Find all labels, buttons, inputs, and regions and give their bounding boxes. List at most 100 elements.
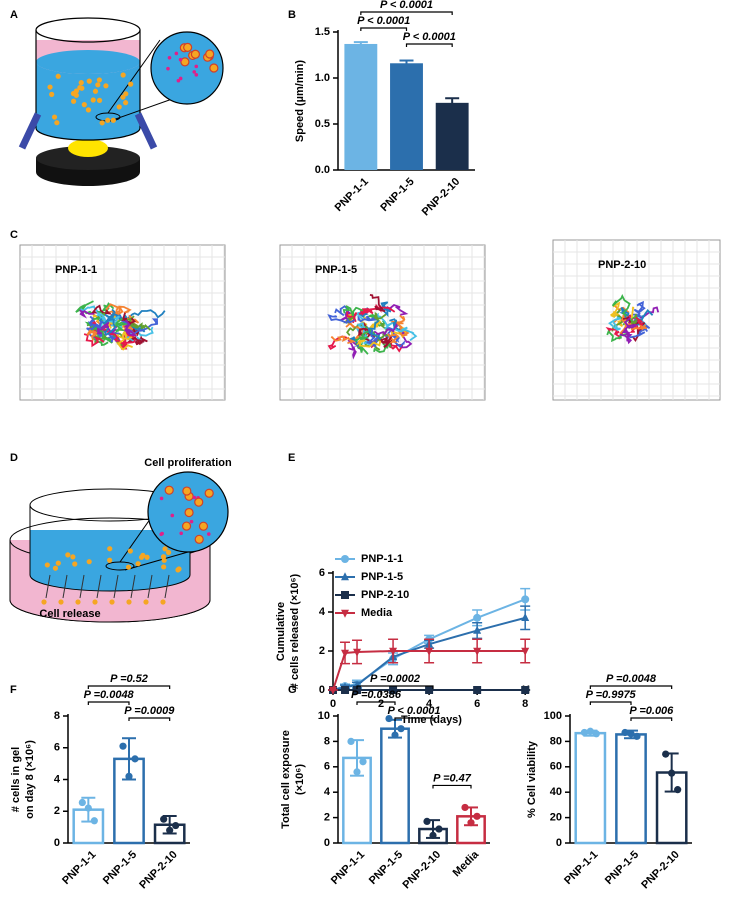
x-tick-label: PNP-1-5 (378, 176, 416, 214)
particle (170, 513, 175, 518)
data-point (119, 742, 127, 750)
y-tick-label: 0.0 (315, 164, 330, 176)
data-point (461, 803, 469, 812)
y-tick-label: 2 (324, 812, 330, 824)
release-arrow (96, 574, 102, 599)
trajectory (131, 336, 148, 346)
data-point (621, 728, 629, 737)
cell (175, 567, 181, 573)
cell (126, 599, 132, 605)
data-point (172, 821, 180, 830)
cell-dots (41, 485, 214, 605)
data-point (662, 750, 670, 758)
p-value: P =0.006 (629, 705, 674, 717)
bar (342, 756, 372, 845)
x-tick-label: 4 (426, 698, 433, 710)
data-point (391, 731, 399, 739)
cell (194, 534, 204, 544)
bar (380, 727, 410, 845)
cell (96, 97, 103, 103)
marker (341, 686, 350, 694)
particle (159, 496, 164, 501)
marker (341, 555, 349, 563)
x-tick-label: 6 (474, 698, 480, 710)
p-value: P < 0.0001 (380, 0, 433, 11)
data-point (131, 755, 139, 763)
x-tick-label: PNP-1-1 (329, 849, 367, 887)
particle (176, 78, 181, 83)
release-arrow (45, 574, 51, 599)
data-point (423, 817, 431, 826)
panel-label: C (10, 229, 18, 241)
trajectory (114, 317, 129, 333)
well-illustration: Cell proliferation Cell release (9, 457, 232, 623)
cell (183, 42, 193, 52)
data-point (674, 786, 682, 794)
y-axis-label: Cumulative (275, 602, 287, 661)
trajectory (368, 303, 396, 315)
cell (161, 564, 167, 570)
diagram-label: Cell proliferation (144, 457, 232, 469)
trajectory (610, 301, 621, 318)
trajectory (123, 319, 137, 337)
trajectory (86, 329, 98, 341)
p-value: P =0.0002 (370, 673, 420, 685)
cell (123, 100, 129, 106)
data-point (580, 728, 588, 737)
particle (160, 531, 164, 536)
data-point (78, 798, 86, 807)
marker (389, 647, 398, 656)
y-axis-label: % Cell viability (526, 740, 538, 818)
y-tick-label: 8 (54, 710, 60, 722)
p-value: P < 0.0001 (403, 31, 456, 43)
release-arrow (79, 574, 85, 599)
x-tick-label: Media (451, 848, 482, 879)
trajectory (369, 294, 386, 313)
cell (161, 557, 167, 563)
x-tick-label: 8 (522, 698, 528, 710)
data-point (473, 812, 481, 820)
p-value: P =0.0048 (606, 673, 657, 685)
bar (418, 827, 448, 845)
cell (78, 80, 84, 86)
p-value: P < 0.0001 (387, 705, 440, 717)
p-value: P < 0.0001 (357, 15, 410, 27)
track-label: PNP-2-10 (598, 259, 646, 271)
particle (174, 51, 179, 56)
y-tick-label: 1.0 (315, 72, 330, 84)
cell (162, 546, 168, 552)
bar (456, 815, 486, 845)
cell (90, 97, 96, 103)
y-tick-label: 4 (54, 773, 61, 785)
trajectory (621, 316, 637, 334)
x-tick-label: PNP-2-10 (137, 849, 180, 892)
marker (473, 647, 482, 656)
particle (194, 73, 199, 77)
cell (96, 77, 102, 83)
trajectory (356, 339, 382, 348)
particle (194, 64, 199, 69)
trajectory (128, 318, 159, 335)
significance-bracket (394, 717, 434, 721)
y-tick-label: 0 (556, 837, 562, 849)
y-tick-label: 60 (550, 761, 562, 773)
cell (75, 599, 81, 605)
y-tick-label: 2 (54, 805, 60, 817)
trajectory (342, 305, 364, 317)
y-tick-label: 80 (550, 735, 562, 747)
cell (204, 488, 214, 498)
cell (70, 90, 77, 97)
trajectory (346, 311, 358, 324)
y-tick-label: 0 (319, 684, 325, 696)
marker (341, 591, 349, 599)
marker (521, 595, 530, 604)
y-tick-label: 0 (324, 837, 330, 849)
data-point (125, 772, 133, 780)
marker (473, 613, 482, 622)
data-point (166, 826, 174, 834)
x-tick-label: 0 (330, 698, 336, 710)
data-point (359, 758, 367, 766)
cell (165, 549, 172, 555)
x-tick-label: PNP-1-5 (603, 849, 641, 887)
y-tick-label: 20 (550, 812, 562, 824)
